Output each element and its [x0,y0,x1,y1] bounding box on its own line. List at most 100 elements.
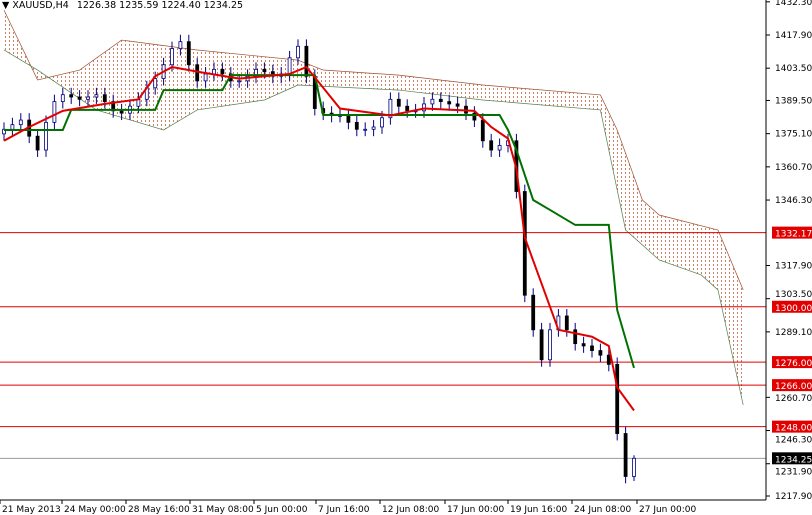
bid-price-tag [772,452,812,465]
y-tick-label: 1231.90 [775,467,812,477]
level-price-label: 1266.00 [775,382,812,392]
y-tick-label: 1317.90 [775,262,812,272]
y-tick-label: 1403.50 [775,64,812,74]
y-tick-label: 1289.10 [775,328,812,338]
candle-body [581,343,586,347]
candle-body [497,145,502,151]
candle-body [489,140,494,151]
level-price-label: 1248.00 [775,424,812,434]
candle-body [119,110,124,114]
level-price-tag [772,300,812,313]
senkou-span-a [3,9,744,291]
candle-body [287,57,292,75]
candle-body [86,96,90,100]
candle-body [153,78,158,89]
candle-body [363,128,368,131]
candle-body [203,73,208,82]
candle-body [430,98,435,105]
ohlc-label: 1226.38 1235.59 1224.40 1234.25 [76,0,244,11]
candle-body [304,45,309,77]
candle-body [186,41,191,66]
x-tick-label: 28 May 16:00 [128,505,190,515]
candle-body [590,345,594,351]
candle-body [388,98,393,119]
candle-body [35,135,40,151]
candle-body [18,119,23,126]
x-tick-label: 7 Jun 16:00 [318,505,370,515]
candle-body [10,124,15,130]
candle-body [447,101,452,105]
candle-body [472,112,477,121]
candle-body [396,98,401,107]
x-tick-label: 21 May 2013 [2,505,61,515]
level-price-tag [772,356,812,369]
y-tick-label: 1389.50 [775,96,812,106]
x-tick-label: 5 Jun 00:00 [256,505,308,515]
candle-body [632,457,636,477]
x-tick-label: 27 Jun 00:00 [639,505,696,515]
candle-body [220,68,225,75]
ichimoku-cloud [4,10,744,405]
symbol-label: XAUUSD,H4 [12,0,69,11]
level-price-tag [772,379,812,392]
candle-body [531,294,536,331]
candle-body [69,94,74,98]
candle-body [564,315,569,331]
x-tick-label: 19 Jun 16:00 [510,505,567,515]
y-tick-label: 1260.70 [775,394,812,404]
y-tick-label: 1303.50 [775,290,812,300]
kijun-sen-line [4,74,635,369]
y-tick-label: 1417.90 [775,31,812,41]
candle-body [170,48,174,66]
candle-body [548,329,552,361]
x-tick-label: 12 Jun 08:00 [382,505,439,515]
candle-body [44,121,48,151]
candle-body [354,121,359,130]
candle-body [573,329,578,345]
candle-body [380,117,384,128]
tenkan-sen-line [3,65,635,412]
candle-body [405,105,410,112]
candle-body [178,41,183,49]
x-tick-label: 24 Jun 08:00 [574,505,631,515]
candle-body [606,354,611,365]
candle-body [455,103,460,107]
y-tick-label: 1375.10 [775,130,812,140]
candle-body [60,94,65,103]
y-tick-label: 1346.30 [775,196,812,206]
candle-body [262,68,267,73]
candle-body [237,80,242,83]
candle-body [371,126,376,130]
level-price-label: 1276.00 [775,359,812,369]
level-price-label: 1332.17 [775,230,812,240]
level-price-tag [772,226,812,239]
x-tick-label: 17 Jun 00:00 [447,505,504,515]
x-tick-label: 31 May 08:00 [192,505,254,515]
x-tick-label: 24 May 00:00 [64,505,126,515]
y-tick-label: 1246.30 [775,436,812,446]
level-price-tag [772,420,812,433]
candle-body [623,433,628,477]
candle-body [438,98,443,103]
candle-body [346,115,351,123]
y-tick-label: 1432.30 [775,0,812,8]
y-tick-label: 1360.70 [775,163,812,173]
candle-body [539,329,544,361]
chart-title: ▼ XAUUSD,H4 1226.38 1235.59 1224.40 1234… [2,0,243,11]
candle-body [296,45,300,59]
candle-body [598,350,603,356]
bid-price-label: 1234.25 [775,455,812,465]
candle-body [77,96,82,100]
candle-body [615,363,620,434]
candle-body [480,119,485,142]
collapse-triangle-icon[interactable]: ▼ [2,0,10,11]
candle-body [52,101,57,123]
senkou-span-b [3,49,744,406]
candle-body [94,94,99,98]
candle-body [102,94,107,103]
level-price-label: 1300.00 [775,304,812,314]
candle-body [422,103,426,112]
y-tick-label: 1217.90 [775,492,812,502]
